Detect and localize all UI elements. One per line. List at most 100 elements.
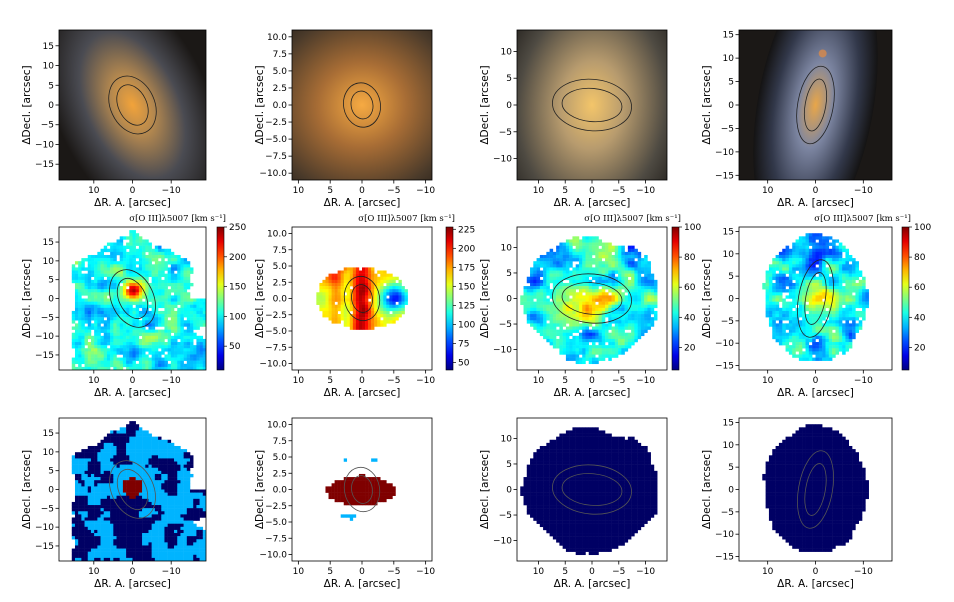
y-tick-label: 10 — [43, 62, 55, 72]
y-axis-label: ΔDecl. [arcsec] — [254, 259, 266, 338]
y-tick-label: 15 — [43, 429, 54, 439]
x-tick-label: −10 — [162, 376, 181, 386]
y-tick-label: 10 — [501, 47, 513, 57]
y-tick-label: −15 — [715, 171, 734, 181]
y-tick-label: 10 — [723, 441, 735, 451]
y-tick-label: 10 — [43, 257, 55, 267]
y-tick-label: 0 — [506, 486, 512, 496]
x-axis-label: ΔR. A. [arcsec] — [94, 387, 171, 399]
panel-r1c2: 10 5 0 −5 −10 10.0 7.5 5.0 2.5 0.0 −2.5 −5.0 −7.5 −10… — [254, 29, 435, 209]
x-tick-label: 10 — [293, 567, 305, 577]
panel-r3c2: 10 5 0 −5 −10 10.0 7.5 5.0 2.5 0.0 −2.5 −5.0 −7.5 −10… — [254, 417, 435, 590]
y-tick-label: 5 — [506, 74, 512, 84]
y-tick-label: 0.0 — [273, 486, 288, 496]
r3c1-content — [71, 421, 206, 561]
y-tick-label: 5 — [48, 276, 54, 286]
y-tick-label: −15 — [35, 542, 54, 552]
aperture-ellipse-1 — [561, 282, 623, 315]
y-tick-label: −7.5 — [265, 534, 287, 544]
x-tick-label: 10 — [293, 376, 305, 386]
y-tick-label: 7.5 — [273, 246, 287, 256]
y-tick-label: 0.0 — [273, 295, 288, 305]
y-tick-label: 2.5 — [273, 469, 287, 479]
x-tick-label: 0 — [130, 567, 136, 577]
y-tick-label: −5 — [499, 320, 512, 330]
y-tick-label: 10 — [723, 250, 735, 260]
x-tick-label: 0 — [589, 567, 595, 577]
y-tick-label: 10 — [723, 54, 735, 64]
y-tick-label: −5.0 — [265, 135, 287, 145]
y-tick-label: −5 — [499, 128, 512, 138]
map-pixels — [71, 421, 206, 561]
map-pixels — [762, 424, 869, 552]
y-tick-label: −10 — [493, 155, 512, 165]
x-tick-label: −5 — [612, 186, 625, 196]
x-axis-label: ΔR. A. [arcsec] — [324, 197, 401, 209]
x-axis-label: ΔR. A. [arcsec] — [94, 578, 171, 590]
r2c2-content — [316, 267, 408, 330]
panel-r2c2: 10 5 0 −5 −1010.07.55.02.50.0−2.5−5.0−7.5−10… — [254, 214, 475, 399]
colorbar — [445, 226, 454, 371]
y-tick-label: 15 — [723, 227, 734, 237]
colorbar-tick-label: 225 — [458, 225, 475, 235]
x-tick-label: 0 — [589, 186, 595, 196]
y-tick-label: 0 — [728, 101, 734, 111]
aperture-ellipse-2 — [108, 75, 157, 135]
x-tick-label: −5 — [387, 376, 400, 386]
y-axis-label: ΔDecl. [arcsec] — [21, 450, 33, 529]
y-tick-label: −5 — [41, 504, 54, 514]
y-tick-label: 15 — [43, 42, 54, 52]
x-axis-label: ΔR. A. [arcsec] — [94, 197, 171, 209]
colorbar-tick-label: 100 — [229, 312, 246, 322]
y-tick-label: 10 — [43, 448, 55, 458]
colorbar-tick-label: 80 — [684, 253, 696, 263]
colorbar-tick-label: 20 — [914, 343, 926, 353]
aperture-ellipse-2 — [343, 82, 381, 128]
colorbar-tick-label: 250 — [229, 223, 246, 233]
y-tick-label: 5 — [506, 460, 512, 470]
r1c3-content — [517, 30, 667, 180]
aperture-ellipse-1 — [116, 84, 149, 126]
y-tick-label: 5 — [48, 81, 54, 91]
x-tick-label: 0 — [813, 567, 819, 577]
x-tick-label: 10 — [762, 567, 774, 577]
y-tick-label: 15 — [723, 418, 734, 428]
x-tick-label: −10 — [854, 567, 873, 577]
x-axis-label: ΔR. A. [arcsec] — [777, 197, 854, 209]
map-pixels — [71, 230, 206, 370]
galaxy-glow — [292, 30, 432, 180]
y-tick-label: −5 — [721, 124, 734, 134]
colorbar-tick-label: 150 — [458, 282, 475, 292]
y-tick-label: 15 — [43, 238, 54, 248]
aperture-ellipse-1 — [116, 277, 149, 320]
y-tick-label: −5.0 — [265, 518, 287, 528]
panel-r3c4: 10 0 −10 15 10 5 0 −5 −10 −15 ΔR. A. [arcsec] ΔDecl… — [701, 417, 893, 590]
x-tick-label: −10 — [416, 186, 435, 196]
y-tick-label: 5 — [728, 272, 734, 282]
y-tick-label: −10 — [715, 530, 734, 540]
colorbar-tick-label: 200 — [229, 253, 246, 263]
x-tick-label: 10 — [533, 567, 545, 577]
y-tick-label: −5 — [41, 121, 54, 131]
x-tick-label: −5 — [612, 376, 625, 386]
x-tick-label: −10 — [416, 567, 435, 577]
aperture-ellipse-2 — [552, 78, 632, 132]
y-tick-label: 0 — [48, 101, 54, 111]
y-tick-label: −10.0 — [259, 551, 287, 561]
y-tick-label: 5.0 — [273, 67, 288, 77]
y-tick-label: 10 — [501, 434, 513, 444]
panel-r1c4: 10 0 −10 15 10 5 0 −5 −10 −15 ΔR. A. [arcsec] ΔDecl… — [701, 29, 893, 209]
colorbar-tick-label: 125 — [458, 301, 475, 311]
galaxy-glow — [517, 30, 667, 180]
colorbar-tick-label: 40 — [684, 313, 696, 323]
y-tick-label: 5 — [506, 269, 512, 279]
x-tick-label: 5 — [327, 567, 333, 577]
map-pixels — [762, 233, 869, 361]
x-axis-label: ΔR. A. [arcsec] — [324, 387, 401, 399]
x-tick-label: 5 — [327, 186, 333, 196]
r1c4-content — [739, 30, 892, 180]
y-axis-label: ΔDecl. [arcsec] — [701, 450, 713, 529]
aperture-ellipse-1 — [350, 90, 374, 120]
x-tick-label: 10 — [88, 567, 100, 577]
